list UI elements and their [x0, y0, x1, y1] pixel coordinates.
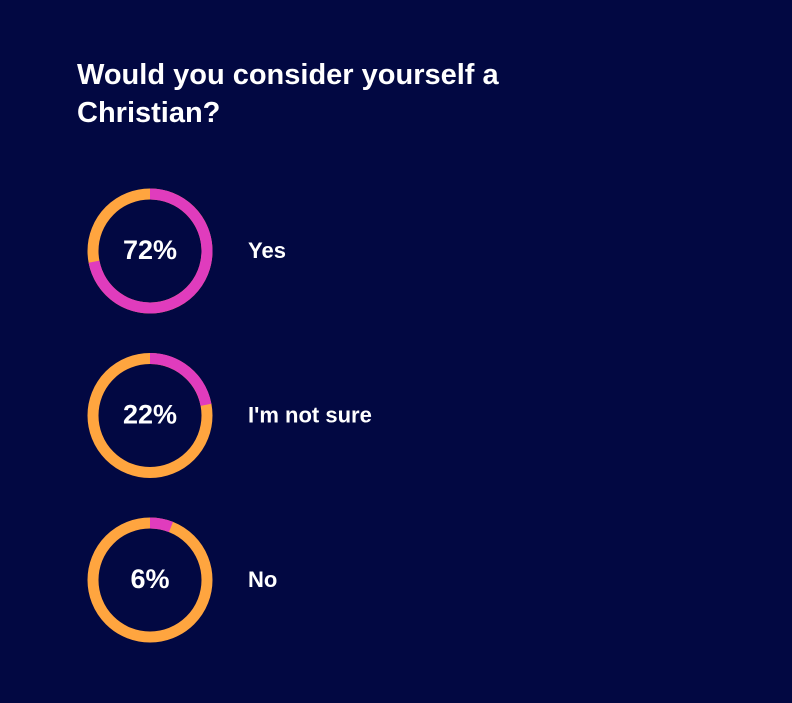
value-label: 72% — [123, 235, 177, 265]
ring-arc — [149, 353, 212, 407]
ring-arc — [149, 517, 174, 533]
chart-title: Would you consider yourself a Christian? — [77, 59, 499, 129]
value-label: 22% — [123, 400, 177, 430]
category-label: I'm not sure — [248, 402, 372, 427]
category-label: No — [248, 567, 277, 592]
category-label: Yes — [248, 238, 286, 263]
value-label: 6% — [130, 564, 169, 594]
ring-arc — [88, 188, 213, 314]
